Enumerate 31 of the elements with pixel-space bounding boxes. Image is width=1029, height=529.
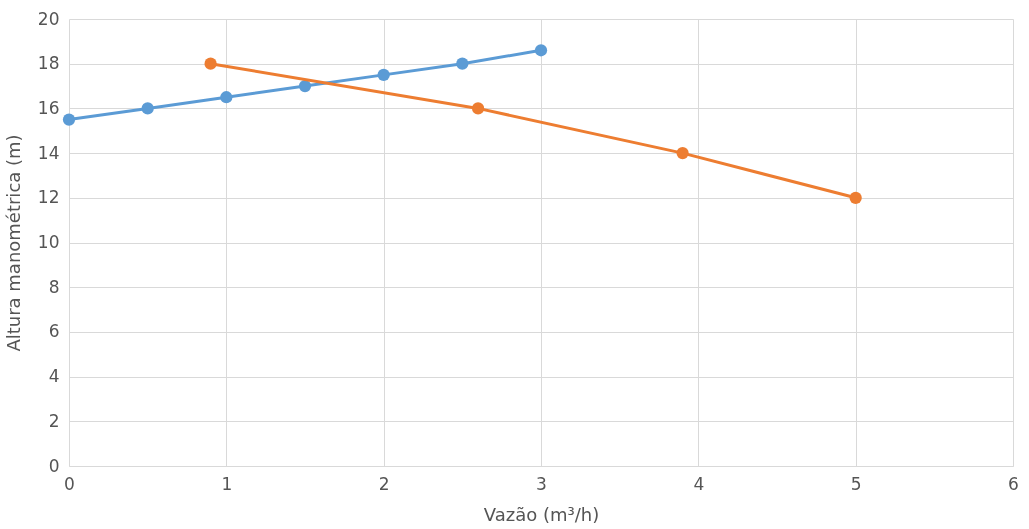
- point: [204, 57, 217, 70]
- point: [377, 68, 390, 81]
- y-tick-label: 0: [48, 455, 60, 476]
- x-tick-label: 2: [378, 473, 390, 494]
- x-tick-label: 4: [693, 473, 705, 494]
- y-tick-label: 20: [37, 8, 60, 29]
- point: [456, 57, 469, 70]
- point: [141, 102, 154, 115]
- point: [62, 113, 76, 126]
- point: [220, 91, 233, 104]
- y-tick-label: 14: [37, 142, 60, 163]
- y-tick-label: 4: [48, 366, 60, 387]
- point: [534, 44, 548, 57]
- x-tick-label: 0: [64, 473, 75, 494]
- x-tick-label: 5: [850, 473, 862, 494]
- point: [471, 102, 485, 115]
- y-tick-label: 12: [37, 187, 60, 208]
- point: [849, 191, 862, 204]
- y-tick-label: 8: [48, 276, 60, 297]
- x-axis-title: Vazão (m³/h): [483, 503, 600, 525]
- point: [676, 146, 689, 160]
- x-tick-label: 1: [221, 473, 233, 494]
- y-tick-label: 2: [48, 410, 60, 431]
- y-tick-label: 16: [37, 97, 60, 118]
- y-tick-label: 18: [37, 53, 60, 74]
- y-axis-title: Altura manométrica (m): [2, 134, 24, 352]
- point: [298, 79, 312, 93]
- x-tick-label: 3: [536, 473, 547, 494]
- x-tick-label: 6: [1008, 473, 1019, 494]
- y-tick-label: 10: [37, 232, 60, 252]
- y-tick-label: 6: [48, 321, 60, 342]
